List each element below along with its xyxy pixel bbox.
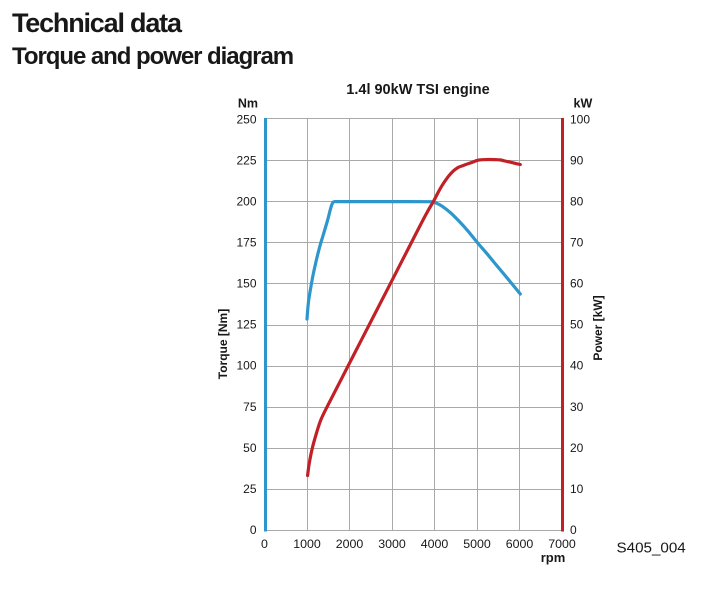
svg-text:80: 80 (570, 194, 584, 208)
svg-text:0: 0 (261, 537, 268, 551)
svg-text:6000: 6000 (506, 537, 534, 551)
svg-text:5000: 5000 (463, 537, 491, 551)
svg-text:Power [kW]: Power [kW] (591, 295, 605, 360)
svg-text:3000: 3000 (378, 537, 406, 551)
svg-text:100: 100 (236, 359, 256, 373)
svg-text:kW: kW (574, 97, 593, 111)
svg-text:Nm: Nm (238, 97, 258, 111)
svg-text:Torque [Nm]: Torque [Nm] (216, 309, 230, 379)
svg-text:1000: 1000 (293, 537, 321, 551)
svg-text:60: 60 (570, 277, 584, 291)
svg-text:S405_004: S405_004 (617, 540, 686, 557)
svg-text:200: 200 (236, 194, 256, 208)
svg-text:50: 50 (243, 441, 257, 455)
svg-text:2000: 2000 (336, 537, 364, 551)
svg-text:rpm: rpm (541, 550, 566, 565)
svg-text:7000: 7000 (548, 537, 576, 551)
svg-text:50: 50 (570, 318, 584, 332)
svg-text:10: 10 (570, 482, 584, 496)
svg-text:25: 25 (243, 482, 257, 496)
svg-text:175: 175 (236, 236, 256, 250)
svg-text:4000: 4000 (421, 537, 449, 551)
svg-text:40: 40 (570, 359, 584, 373)
svg-text:225: 225 (236, 153, 256, 167)
svg-text:20: 20 (570, 441, 584, 455)
svg-text:250: 250 (236, 112, 256, 126)
svg-text:0: 0 (250, 523, 257, 537)
svg-text:70: 70 (570, 236, 584, 250)
svg-text:150: 150 (236, 277, 256, 291)
svg-text:75: 75 (243, 400, 257, 414)
svg-text:1.4l 90kW TSI engine: 1.4l 90kW TSI engine (346, 82, 489, 98)
svg-text:100: 100 (570, 112, 590, 126)
svg-text:125: 125 (236, 318, 256, 332)
svg-text:90: 90 (570, 153, 584, 167)
svg-text:0: 0 (570, 523, 577, 537)
svg-text:30: 30 (570, 400, 584, 414)
